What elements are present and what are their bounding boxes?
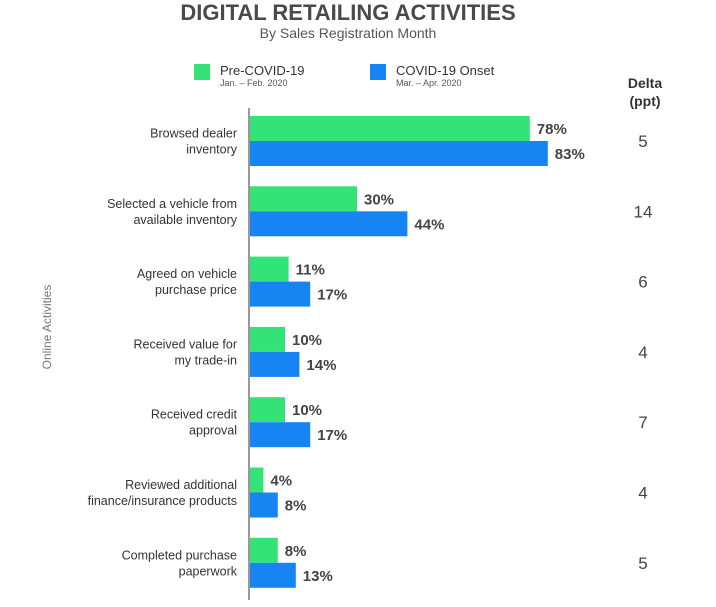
delta-value-3: 4: [638, 343, 647, 362]
category-label-3-line2: my trade-in: [174, 353, 237, 367]
category-label-2-line2: purchase price: [155, 283, 237, 297]
legend-swatch-pre-covid: [194, 64, 210, 80]
delta-value-4: 7: [638, 413, 647, 432]
bar-pre-covid-3: [249, 326, 285, 352]
legend-label-pre-covid: Pre-COVID-19: [220, 63, 305, 78]
legend: Pre-COVID-19 Jan. – Feb. 2020 COVID-19 O…: [194, 63, 495, 88]
bar-covid-onset-0: [249, 141, 548, 166]
value-label-pre-covid-2: 11%: [296, 262, 325, 279]
bar-pre-covid-4: [249, 397, 285, 423]
category-label-2-line1: Agreed on vehicle: [137, 267, 237, 281]
bar-covid-onset-3: [249, 351, 300, 377]
bars-layer: [249, 116, 548, 588]
category-label-1-line2: available inventory: [133, 213, 237, 227]
value-label-pre-covid-5: 4%: [270, 473, 292, 490]
category-label-5-line2: finance/insurance products: [88, 494, 237, 508]
value-label-covid-onset-2: 17%: [317, 287, 347, 304]
value-label-covid-onset-3: 14%: [306, 357, 336, 374]
category-label-5-line1: Reviewed additional: [125, 478, 237, 492]
legend-period-covid-onset: Mar. – Apr. 2020: [396, 78, 462, 88]
bar-covid-onset-2: [249, 281, 311, 307]
category-label-3-line1: Received value for: [133, 337, 237, 351]
delta-header-line2: (ppt): [629, 93, 660, 109]
category-label-0-line2: inventory: [186, 143, 237, 157]
bar-pre-covid-1: [249, 186, 357, 212]
y-axis-label: Online Activities: [40, 285, 54, 370]
bar-covid-onset-4: [249, 422, 311, 448]
bar-covid-onset-1: [249, 211, 408, 237]
value-label-pre-covid-4: 10%: [292, 402, 322, 419]
category-label-0-line1: Browsed dealer: [150, 127, 237, 141]
delta-value-1: 14: [634, 202, 653, 221]
delta-value-6: 5: [638, 554, 647, 573]
category-label-1-line1: Selected a vehicle from: [107, 197, 237, 211]
delta-header-line1: Delta: [628, 75, 662, 91]
category-label-6-line1: Completed purchase: [122, 548, 237, 562]
bar-pre-covid-6: [249, 537, 278, 563]
bar-pre-covid-5: [249, 467, 264, 493]
delta-value-5: 4: [638, 484, 647, 503]
value-label-pre-covid-0: 78%: [537, 121, 567, 138]
value-label-covid-onset-4: 17%: [317, 427, 347, 444]
category-label-4-line1: Received credit: [151, 408, 238, 422]
bar-covid-onset-5: [249, 492, 278, 518]
chart-subtitle: By Sales Registration Month: [260, 25, 437, 41]
delta-value-0: 5: [638, 132, 647, 151]
delta-value-2: 6: [638, 273, 647, 292]
value-label-pre-covid-1: 30%: [364, 191, 394, 208]
value-label-pre-covid-3: 10%: [292, 332, 322, 349]
chart-title: DIGITAL RETAILING ACTIVITIES: [180, 0, 515, 25]
value-label-covid-onset-1: 44%: [414, 216, 444, 233]
legend-label-covid-onset: COVID-19 Onset: [396, 63, 495, 78]
category-label-6-line2: paperwork: [179, 564, 238, 578]
bar-covid-onset-6: [249, 562, 296, 588]
category-label-4-line2: approval: [189, 424, 237, 438]
value-label-pre-covid-6: 8%: [285, 543, 307, 560]
value-label-covid-onset-5: 8%: [285, 498, 307, 515]
value-label-covid-onset-6: 13%: [303, 568, 333, 585]
legend-period-pre-covid: Jan. – Feb. 2020: [220, 78, 288, 88]
legend-swatch-covid-onset: [370, 64, 386, 80]
value-label-covid-onset-0: 83%: [555, 146, 585, 163]
bar-pre-covid-2: [249, 256, 289, 282]
bar-pre-covid-0: [249, 116, 530, 141]
